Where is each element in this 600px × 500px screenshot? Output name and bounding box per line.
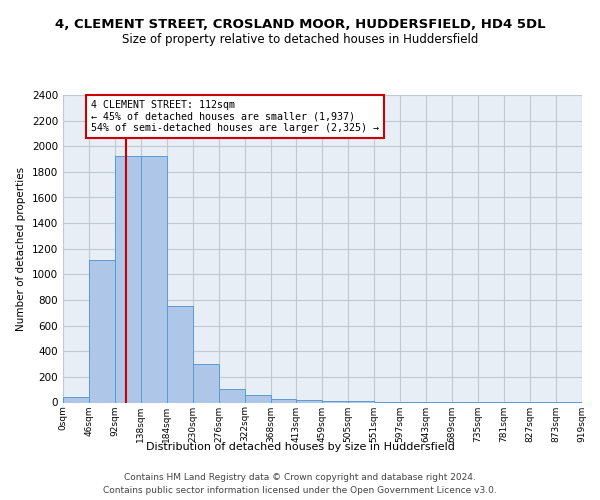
- Bar: [89, 260, 115, 402]
- Bar: [63, 398, 89, 402]
- Text: 4 CLEMENT STREET: 112sqm
← 45% of detached houses are smaller (1,937)
54% of sem: 4 CLEMENT STREET: 112sqm ← 45% of detach…: [91, 100, 379, 134]
- Bar: [219, 389, 245, 402]
- Text: Size of property relative to detached houses in Huddersfield: Size of property relative to detached ho…: [122, 32, 478, 46]
- Bar: [193, 364, 219, 403]
- Bar: [115, 156, 141, 402]
- Bar: [271, 398, 296, 402]
- Text: Contains HM Land Registry data © Crown copyright and database right 2024.: Contains HM Land Registry data © Crown c…: [124, 472, 476, 482]
- Text: 4, CLEMENT STREET, CROSLAND MOOR, HUDDERSFIELD, HD4 5DL: 4, CLEMENT STREET, CROSLAND MOOR, HUDDER…: [55, 18, 545, 30]
- Bar: [322, 401, 348, 402]
- Y-axis label: Number of detached properties: Number of detached properties: [16, 166, 26, 331]
- Bar: [141, 156, 167, 402]
- Text: Distribution of detached houses by size in Huddersfield: Distribution of detached houses by size …: [146, 442, 454, 452]
- Bar: [245, 396, 271, 402]
- Bar: [167, 306, 193, 402]
- Text: Contains public sector information licensed under the Open Government Licence v3: Contains public sector information licen…: [103, 486, 497, 495]
- Bar: [296, 400, 322, 402]
